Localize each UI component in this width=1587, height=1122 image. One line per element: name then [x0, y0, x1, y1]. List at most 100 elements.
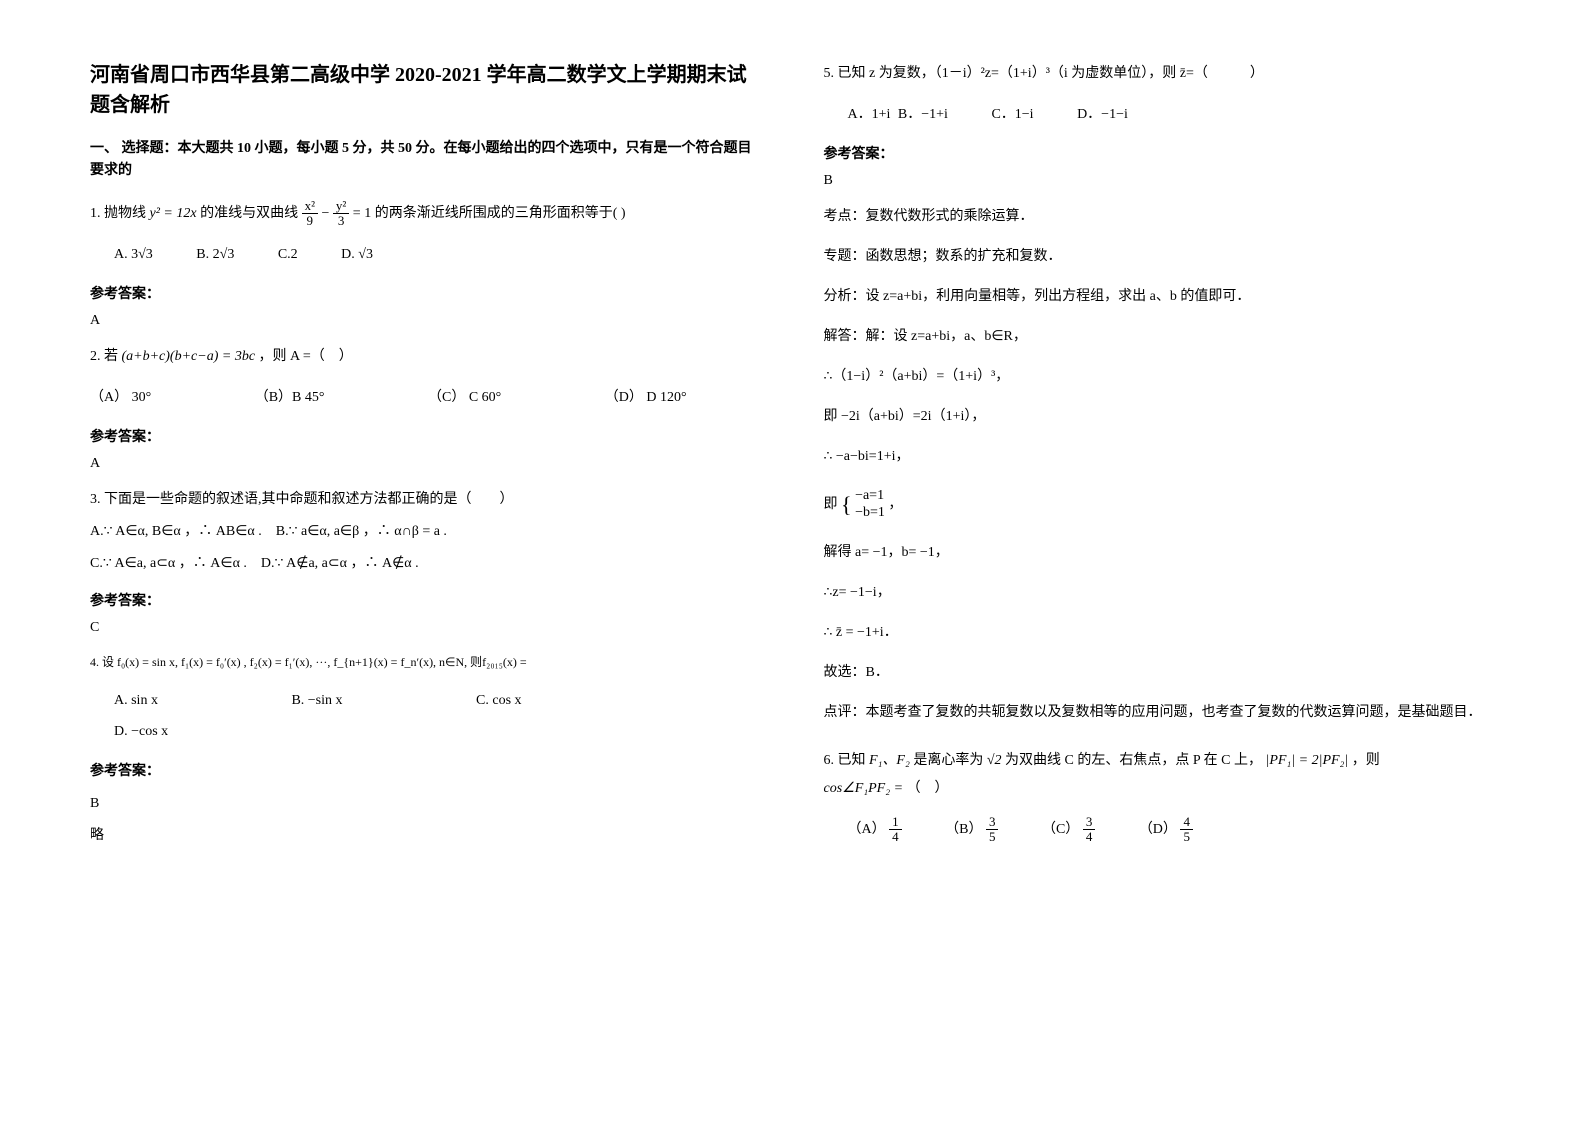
- q6-cond: |PF₁| = 2|PF₂|: [1265, 753, 1348, 768]
- question-6: 6. 已知 F₁、F₂ 是离心率为 √2 为双曲线 C 的左、右焦点，点 P 在…: [824, 747, 1498, 803]
- question-3: 3. 下面是一些命题的叙述语,其中命题和叙述方法都正确的是（ ） A.∵ A∈α…: [90, 486, 764, 578]
- q4-note: 略: [90, 822, 764, 850]
- q2-prefix: 2. 若: [90, 349, 118, 364]
- q1-prefix: 1. 抛物线: [90, 206, 146, 221]
- q2-optB: （B）B 45°: [255, 383, 325, 414]
- q1-minus: −: [321, 206, 332, 221]
- q1-optA: A. 3√3: [114, 240, 153, 271]
- q4-optC: C. cos x: [476, 686, 522, 717]
- q6-optA-den: 4: [889, 830, 902, 844]
- q1-mid1: 的准线与双曲线: [200, 206, 298, 221]
- q1-frac2: y² 3: [333, 199, 349, 229]
- q6-optA-num: 1: [889, 815, 902, 830]
- q1-options: A. 3√3 B. 2√3 C.2 D. √3: [114, 240, 764, 271]
- q5-s3: ∴ −a−bi=1+i，: [824, 443, 1498, 471]
- q5-s5: 解得 a= −1，b= −1，: [824, 539, 1498, 567]
- q1-frac2-num: y²: [333, 199, 349, 214]
- q5-options: A．1+i B．−1+i C．1−i D．−1−i: [848, 100, 1498, 131]
- q5-s2: 即 −2i（a+bi）=2i（1+i），: [824, 403, 1498, 431]
- q6-optB-den: 5: [986, 830, 999, 844]
- q1-optC: C.2: [278, 240, 298, 271]
- q2-mid: ，则 A =（ ）: [259, 349, 353, 364]
- q6-optB-num: 3: [986, 815, 999, 830]
- q5-s4-b: −b=1: [855, 505, 885, 522]
- q4-options: A. sin x B. −sin x C. cos x D. −cos x: [114, 686, 764, 748]
- q1-suffix: 的两条渐近线所围成的三角形面积等于( ): [375, 206, 626, 221]
- q6-f12: F₁、F₂: [869, 753, 910, 768]
- q5-s4-a: −a=1: [855, 488, 885, 505]
- q5-kd: 考点：复数代数形式的乘除运算．: [824, 203, 1498, 231]
- q2-optD: （D） D 120°: [605, 383, 687, 414]
- q3-answer: C: [90, 620, 764, 636]
- q1-answer: A: [90, 313, 764, 329]
- q4-text: 4. 设 f₀(x) = sin x, f₁(x) = f₀′(x) , f₂(…: [90, 650, 764, 674]
- q2-answer: A: [90, 456, 764, 472]
- q2-expr: (a+b+c)(b+c−a) = 3bc: [122, 349, 256, 364]
- q6-optD-num: 4: [1180, 815, 1193, 830]
- q6-optB-label: （B）: [945, 822, 982, 837]
- q6-prefix: 6. 已知: [824, 753, 866, 768]
- question-1: 1. 抛物线 y² = 12x 的准线与双曲线 x² 9 − y² 3 = 1 …: [90, 199, 764, 229]
- q5-dp: 点评：本题考查了复数的共轭复数以及复数相等的应用问题，也考查了复数的代数运算问题…: [824, 699, 1498, 727]
- q5-optD: D．−1−i: [1077, 100, 1128, 131]
- q6-mid2: 为双曲线 C 的左、右焦点，点 P 在 C 上，: [1005, 753, 1262, 768]
- q5-optC: C．1−i: [991, 100, 1033, 131]
- q2-answer-label: 参考答案：: [90, 426, 764, 446]
- q5-s4-pre: 即: [824, 497, 838, 512]
- question-2: 2. 若 (a+b+c)(b+c−a) = 3bc ，则 A =（ ）: [90, 343, 764, 371]
- q6-optD-label: （D）: [1139, 822, 1177, 837]
- q5-answer: B: [824, 173, 1498, 189]
- q3-answer-label: 参考答案：: [90, 590, 764, 610]
- q2-optC: （C） C 60°: [428, 383, 501, 414]
- q4-answer: B: [90, 790, 764, 818]
- q6-optC-den: 4: [1083, 830, 1096, 844]
- q3-text: 3. 下面是一些命题的叙述语,其中命题和叙述方法都正确的是（ ）: [90, 486, 764, 514]
- q6-optD: （D） 4 5: [1139, 815, 1193, 846]
- q5-answer-label: 参考答案：: [824, 143, 1498, 163]
- q5-optB: B．−1+i: [898, 100, 948, 131]
- document-title: 河南省周口市西华县第二高级中学 2020-2021 学年高二数学文上学期期末试题…: [90, 60, 764, 120]
- q6-mid3: ，则: [1352, 753, 1380, 768]
- q4-optD: D. −cos x: [114, 717, 168, 748]
- section-heading: 一、 选择题：本大题共 10 小题，每小题 5 分，共 50 分。在每小题给出的…: [90, 138, 764, 183]
- q2-options: （A） 30° （B）B 45° （C） C 60° （D） D 120°: [90, 383, 764, 414]
- q5-s4-suf: ，: [888, 497, 902, 512]
- q3-lineA: A.∵ A∈α, B∈α ，∴ AB∈α . B.∵ a∈α, a∈β ，∴ α…: [90, 518, 764, 546]
- q6-optD-den: 5: [1180, 830, 1193, 844]
- q5-s7: ∴ z̄ = −1+i．: [824, 619, 1498, 647]
- q5-s8: 故选：B．: [824, 659, 1498, 687]
- q5-text: 5. 已知 z 为复数，（1－i）²z=（1+i）³（i 为虚数单位），则 z̄…: [824, 66, 1264, 81]
- q5-optA: A．1+i: [848, 100, 891, 131]
- q2-optA: （A） 30°: [90, 383, 151, 414]
- q1-expr1: y² = 12x: [150, 206, 197, 221]
- q6-sqrt2: √2: [987, 753, 1002, 768]
- q5-zt: 专题：函数思想；数系的扩充和复数．: [824, 243, 1498, 271]
- q1-answer-label: 参考答案：: [90, 283, 764, 303]
- q5-s6: ∴z= −1−i，: [824, 579, 1498, 607]
- q4-optA: A. sin x: [114, 686, 158, 717]
- q6-optC-label: （C）: [1042, 822, 1079, 837]
- q6-options: （A） 1 4 （B） 3 5 （C） 3 4: [848, 815, 1498, 846]
- q1-frac1-num: x²: [302, 199, 318, 214]
- q6-optC-num: 3: [1083, 815, 1096, 830]
- question-4: 4. 设 f₀(x) = sin x, f₁(x) = f₀′(x) , f₂(…: [90, 650, 764, 674]
- q6-optC: （C） 3 4: [1042, 815, 1095, 846]
- q1-optD: D. √3: [341, 240, 373, 271]
- q1-eq: = 1: [353, 206, 371, 221]
- q6-suffix: （ ）: [907, 781, 949, 796]
- q3-lineC: C.∵ A∈a, a⊂α ，∴ A∈α . D.∵ A∉a, a⊂α ，∴ A∉…: [90, 550, 764, 578]
- q4-optB: B. −sin x: [291, 686, 342, 717]
- q6-cos: cos∠F₁PF₂ =: [824, 781, 904, 796]
- q6-optA: （A） 1 4: [848, 815, 902, 846]
- q5-fx: 分析：设 z=a+bi，利用向量相等，列出方程组，求出 a、b 的值即可．: [824, 283, 1498, 311]
- q6-optB: （B） 3 5: [945, 815, 998, 846]
- q1-frac2-den: 3: [333, 214, 349, 228]
- q1-frac1: x² 9: [302, 199, 318, 229]
- q6-optA-label: （A）: [848, 822, 886, 837]
- q1-optB: B. 2√3: [196, 240, 234, 271]
- question-5: 5. 已知 z 为复数，（1－i）²z=（1+i）³（i 为虚数单位），则 z̄…: [824, 60, 1498, 88]
- q6-mid1: 是离心率为: [913, 753, 983, 768]
- q4-answer-label: 参考答案：: [90, 760, 764, 780]
- q5-s4: 即 { −a=1 −b=1 ，: [824, 483, 1498, 527]
- q5-jd: 解答：解：设 z=a+bi，a、b∈R，: [824, 323, 1498, 351]
